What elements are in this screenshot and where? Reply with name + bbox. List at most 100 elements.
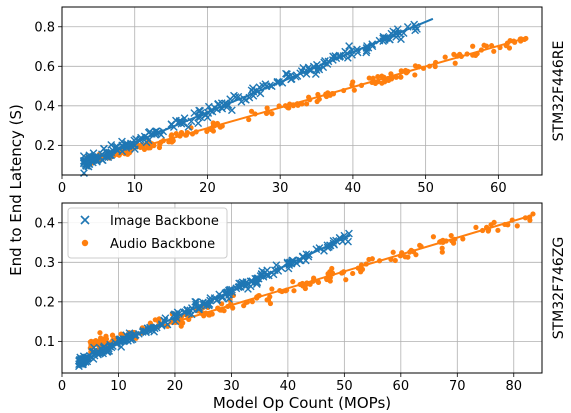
top-audio-point [432, 63, 438, 70]
top-image-point [203, 113, 212, 122]
bottom-image-point [252, 280, 261, 289]
bottom-audio-point [491, 219, 497, 226]
bottom-audio-point [413, 252, 419, 258]
top-image-trend-line [83, 17, 434, 165]
top-image-point [282, 69, 290, 78]
top-ytick-label: 0.6 [34, 60, 55, 75]
bottom-audio-point [369, 256, 375, 262]
top-ytick-label: 0.8 [34, 20, 55, 35]
bottom-xtick-label: 60 [393, 379, 410, 394]
top-audio-point [178, 130, 185, 136]
top-panel-frame [61, 6, 543, 176]
top-panel-data [79, 17, 529, 178]
top-xtick-label: 40 [345, 181, 362, 196]
bottom-panel-frame [61, 202, 543, 374]
bottom-xtick-label: 80 [505, 379, 522, 394]
bottom-audio-point [290, 279, 296, 285]
bottom-audio-trend-line [89, 213, 534, 349]
top-audio-point [295, 102, 301, 108]
bottom-ytick-label: 0.4 [34, 216, 55, 231]
bottom-xtick-label: 30 [223, 379, 240, 394]
top-xtick-label: 60 [490, 181, 507, 196]
top-audio-point [366, 75, 372, 81]
bottom-audio-point [269, 286, 275, 292]
legend-image-marker [80, 215, 90, 225]
bottom-xtick-label: 10 [110, 379, 127, 394]
bottom-image-trend-line [78, 234, 351, 364]
top-audio-point [269, 111, 275, 117]
bottom-ytick-label: 0.2 [34, 295, 55, 310]
top-xtick-label: 30 [272, 181, 289, 196]
top-image-point [194, 119, 203, 128]
bottom-image-point [345, 229, 353, 238]
top-audio-point [350, 79, 356, 85]
bottom-panel-ticks: 0 10 20 30 40 50 60 70 80 0.1 0.2 0.3 0.4 [34, 216, 522, 394]
bottom-audio-point [324, 276, 330, 283]
top-audio-point [442, 54, 448, 60]
bottom-xtick-label: 70 [449, 379, 466, 394]
top-audio-point [398, 74, 404, 80]
bottom-audio-point [103, 336, 110, 342]
top-image-point [345, 42, 353, 50]
bottom-image-point [272, 261, 281, 270]
bottom-audio-point [291, 288, 297, 294]
bottom-audio-point [473, 224, 479, 230]
bottom-xtick-label: 40 [280, 379, 297, 394]
bottom-audio-point [439, 245, 445, 251]
top-panel-facet-label: STM32F446RE [551, 41, 567, 142]
top-audio-point [304, 101, 310, 107]
bottom-xtick-label: 50 [336, 379, 353, 394]
top-ytick-label: 0.4 [34, 99, 55, 114]
top-image-point [196, 107, 205, 115]
top-audio-point [379, 80, 385, 86]
top-image-point [362, 46, 371, 55]
top-image-point [397, 35, 405, 44]
bottom-image-point [225, 294, 233, 303]
bottom-audio-point [439, 249, 445, 255]
top-audio-point [173, 130, 179, 137]
top-image-point [204, 102, 213, 111]
bottom-audio-point [93, 338, 99, 344]
bottom-audio-point [249, 299, 255, 305]
bottom-audio-point [343, 277, 349, 283]
top-ytick-label: 0.2 [34, 139, 55, 154]
bottom-xtick-label: 20 [167, 379, 184, 394]
y-axis-label: End to End Latency (S) [7, 104, 25, 276]
bottom-audio-point [460, 236, 466, 242]
bottom-image-point [344, 237, 352, 246]
bottom-audio-point [88, 338, 94, 344]
bottom-image-point [75, 355, 84, 364]
legend-audio-label: Audio Backbone [110, 237, 215, 252]
bottom-audio-point [495, 227, 501, 233]
top-audio-trend-line [87, 36, 528, 164]
top-image-point [84, 162, 93, 171]
top-image-point [80, 169, 88, 178]
top-image-point [299, 63, 308, 72]
top-audio-point [141, 146, 148, 152]
top-audio-point [248, 108, 255, 114]
top-panel-ticks: 0 10 20 30 40 50 60 0.2 0.4 0.6 0.8 [34, 20, 506, 196]
bottom-ytick-label: 0.3 [34, 256, 55, 271]
top-audio-point [246, 116, 252, 123]
bottom-audio-point [359, 266, 366, 272]
top-audio-point [452, 60, 458, 66]
bottom-audio-point [97, 330, 103, 336]
bottom-audio-point [390, 249, 396, 255]
top-image-point [184, 123, 193, 131]
legend-image-label: Image Backbone [110, 214, 219, 229]
top-xtick-label: 50 [417, 181, 434, 196]
top-audio-point [470, 43, 476, 49]
bottom-audio-point [302, 285, 308, 292]
top-audio-point [412, 72, 418, 78]
bottom-panel-facet-label: STM32F746ZG [551, 237, 567, 340]
top-image-point [145, 127, 154, 136]
top-image-point [230, 91, 238, 100]
bottom-audio-point [392, 257, 398, 264]
bottom-audio-point [109, 332, 116, 339]
bottom-audio-point [527, 217, 533, 223]
top-audio-point [491, 48, 497, 54]
top-audio-point [370, 75, 376, 81]
bottom-audio-point [448, 232, 454, 239]
top-audio-point [351, 87, 357, 93]
